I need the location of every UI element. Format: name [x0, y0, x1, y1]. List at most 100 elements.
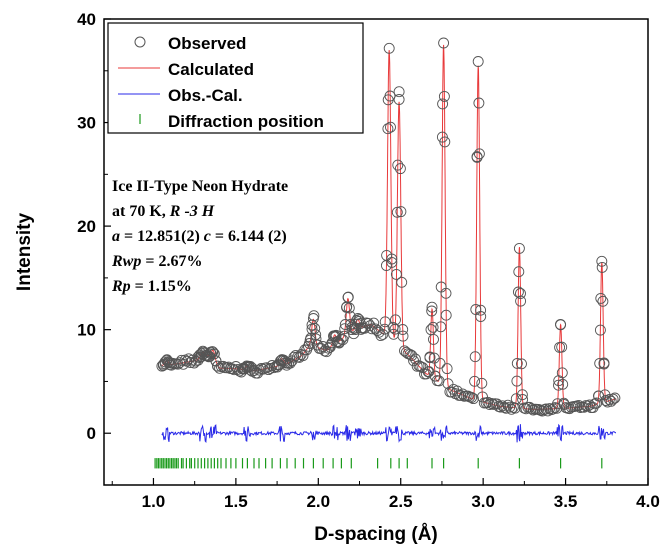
observed-point: [385, 121, 396, 133]
observed-point: [440, 287, 452, 299]
observed-point: [188, 357, 200, 369]
observed-point: [605, 395, 617, 407]
annotation-conditions: at 70 K, R -3 H: [112, 203, 215, 220]
observed-point: [598, 357, 610, 369]
observed-point: [305, 332, 317, 344]
y-tick-label: 0: [87, 424, 96, 443]
annotation-rwp-label: Rwp: [111, 253, 141, 270]
annotation-rp-value: = 1.15%: [131, 278, 192, 295]
observed-point: [516, 389, 528, 401]
observed-point: [594, 357, 606, 369]
legend-difference-label: Obs.-Cal.: [168, 86, 243, 105]
observed-point: [557, 378, 569, 390]
observed-point: [162, 356, 174, 368]
observed-point: [471, 151, 483, 163]
observed-point: [342, 291, 354, 303]
legend-observed-label: Observed: [168, 34, 246, 53]
observed-point: [467, 393, 479, 405]
legend: Observed Calculated Obs.-Cal. Diffractio…: [107, 22, 364, 134]
annotation-rwp: Rwp = 2.67%: [111, 253, 202, 270]
observed-point: [245, 364, 257, 376]
observed-point: [502, 399, 514, 411]
observed-point: [391, 206, 403, 218]
observed-point: [396, 276, 408, 288]
observed-point: [594, 324, 606, 336]
difference-curve: [161, 423, 616, 444]
observed-point: [512, 286, 524, 298]
observed-point: [288, 351, 300, 363]
observed-point: [355, 318, 366, 329]
observed-point: [504, 401, 516, 413]
observed-point: [513, 242, 525, 254]
annotation-rp: Rp = 1.15%: [111, 278, 192, 295]
observed-point: [599, 389, 611, 401]
observed-point: [435, 321, 447, 333]
annotation-space-group: R -3 H: [169, 203, 215, 220]
observed-point: [278, 354, 290, 366]
x-tick-label: 3.0: [471, 492, 495, 511]
observed-point: [434, 357, 446, 369]
observed-point: [210, 355, 222, 367]
observed-point: [495, 401, 507, 413]
x-tick-label: 2.0: [306, 492, 330, 511]
observed-point: [437, 98, 449, 110]
observed-point: [596, 255, 608, 267]
y-tick-label: 10: [77, 321, 96, 340]
observed-point: [389, 323, 401, 335]
observed-point: [246, 365, 258, 377]
observed-point: [455, 389, 467, 401]
observed-point: [386, 256, 398, 268]
observed-point: [476, 377, 488, 389]
legend-calculated-label: Calculated: [168, 60, 254, 79]
observed-point: [515, 288, 526, 299]
observed-point: [333, 337, 345, 349]
observed-point: [353, 315, 365, 327]
annotation-a-symbol: a: [112, 228, 120, 245]
observed-point: [470, 304, 482, 315]
observed-point: [429, 370, 441, 382]
observed-point: [383, 42, 395, 54]
observed-point: [397, 330, 409, 342]
observed-point: [484, 399, 496, 410]
observed-point: [310, 333, 322, 345]
observed-point: [343, 302, 355, 314]
observed-point: [511, 357, 523, 369]
observed-point: [387, 322, 399, 333]
observed-point: [593, 390, 605, 402]
observed-point: [424, 352, 436, 364]
y-tick-label: 40: [77, 10, 96, 29]
y-tick-label: 20: [77, 217, 96, 236]
observed-point: [555, 319, 567, 331]
observed-point: [439, 136, 451, 148]
x-tick-label: 1.5: [224, 492, 248, 511]
observed-point: [544, 403, 556, 415]
observed-point: [311, 339, 323, 351]
observed-point: [390, 268, 402, 280]
observed-point: [440, 309, 452, 321]
observed-point: [368, 317, 380, 329]
annotation-c-symbol: c: [204, 228, 211, 245]
observed-point: [315, 343, 327, 354]
legend-box: [107, 22, 364, 134]
annotation-temperature: at 70 K,: [112, 203, 170, 220]
observed-point: [417, 362, 429, 374]
observed-point: [553, 379, 564, 391]
plot-layer: [154, 37, 621, 469]
observed-point: [409, 353, 421, 365]
annotation-c-value: = 6.144 (2): [211, 228, 287, 245]
observed-point: [556, 341, 568, 353]
observed-point: [390, 314, 401, 326]
observed-point: [510, 393, 522, 405]
refinement-annotation: Ice II-Type Neon Hydrate at 70 K, R -3 H…: [111, 178, 288, 295]
observed-point: [473, 97, 485, 109]
observed-point: [356, 322, 368, 334]
observed-point: [297, 350, 309, 362]
observed-point: [379, 316, 391, 328]
observed-point: [473, 148, 485, 160]
observed-point: [526, 403, 537, 415]
observed-point: [330, 329, 342, 341]
observed-point: [597, 295, 609, 307]
observed-series: [156, 37, 621, 417]
observed-point: [438, 90, 450, 102]
observed-point: [377, 328, 389, 340]
